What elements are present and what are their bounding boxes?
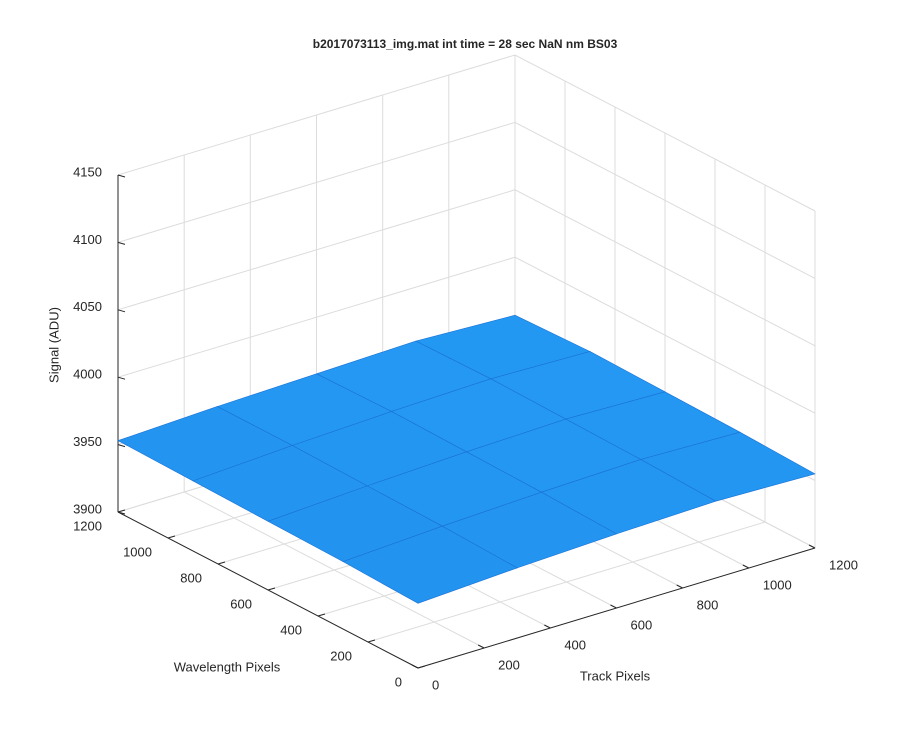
y-tick	[317, 613, 326, 617]
grid-line	[367, 185, 766, 643]
chart-title: b2017073113_img.mat int time = 28 sec Na…	[313, 37, 618, 51]
x-tick-label: 600	[631, 617, 653, 632]
y-tick-label: 400	[280, 622, 302, 637]
y-tick	[117, 509, 126, 513]
surface-patch	[342, 525, 519, 604]
y-tick-label: 0	[395, 674, 402, 689]
y-tick	[217, 561, 226, 565]
z-axis-label: Signal (ADU)	[46, 307, 61, 383]
z-tick-label: 4050	[73, 299, 102, 314]
z-tick	[117, 241, 126, 245]
z-tick-label: 4000	[73, 367, 102, 382]
z-tick-label: 4150	[73, 164, 102, 179]
x-axis-label: Track Pixels	[580, 668, 651, 683]
x-tick-label: 400	[564, 637, 586, 652]
y-tick-label: 600	[230, 596, 252, 611]
x-tick	[808, 544, 816, 549]
z-tick-label: 4100	[73, 232, 102, 247]
x-tick	[477, 644, 485, 649]
y-tick	[167, 535, 176, 539]
z-tick	[117, 511, 126, 515]
x-tick-label: 1200	[829, 557, 858, 572]
x-tick	[411, 664, 419, 669]
y-tick	[267, 587, 276, 591]
y-tick	[417, 665, 426, 669]
y-tick-label: 800	[180, 570, 202, 585]
y-tick-label: 200	[330, 648, 352, 663]
z-tick	[117, 309, 126, 313]
y-tick-label: 1200	[73, 518, 102, 533]
x-tick	[544, 624, 551, 629]
z-tick	[117, 376, 126, 380]
z-tick	[117, 174, 126, 178]
z-tick-label: 3900	[73, 501, 102, 516]
x-tick-label: 1000	[763, 577, 792, 592]
y-tick-label: 1000	[123, 544, 152, 559]
x-tick-label: 200	[498, 657, 520, 672]
x-tick	[610, 604, 617, 609]
x-tick-label: 0	[432, 677, 439, 692]
x-tick	[676, 584, 683, 589]
x-tick	[742, 564, 750, 569]
y-axis-label: Wavelength Pixels	[174, 659, 281, 674]
z-tick	[117, 444, 126, 448]
x-tick-label: 800	[697, 597, 719, 612]
z-tick-label: 3950	[73, 434, 102, 449]
y-tick	[367, 639, 376, 643]
